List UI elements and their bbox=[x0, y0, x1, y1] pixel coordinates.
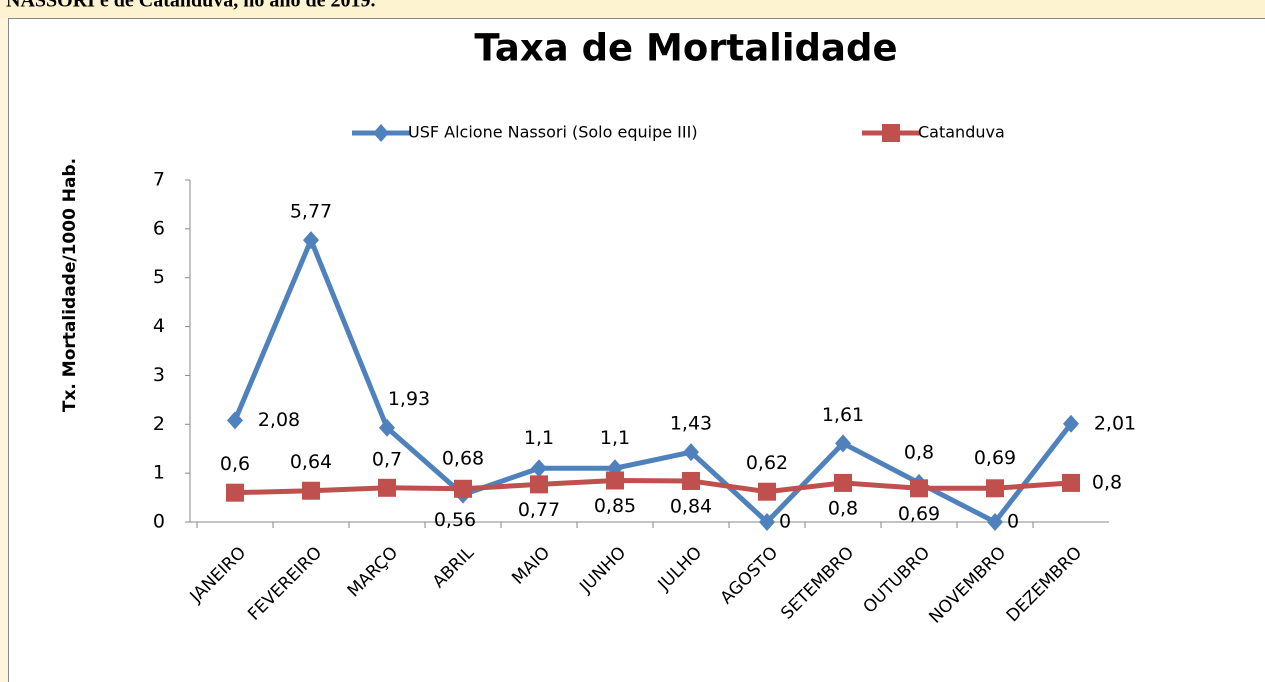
marker bbox=[1063, 414, 1079, 433]
y-tick-label: 6 bbox=[153, 217, 165, 239]
data-label: 0,84 bbox=[670, 495, 712, 517]
chart-title: Taxa de Mortalidade bbox=[474, 27, 897, 70]
legend-label: Catanduva bbox=[918, 123, 1005, 142]
data-label: 0,7 bbox=[372, 448, 402, 470]
marker bbox=[987, 513, 1003, 531]
marker bbox=[302, 481, 320, 500]
marker bbox=[986, 479, 1004, 498]
marker bbox=[1062, 473, 1080, 492]
marker bbox=[227, 411, 243, 430]
y-axis-title: Tx. Mortalidade/1000 Hab. bbox=[60, 158, 80, 412]
data-label: 0,8 bbox=[828, 497, 858, 519]
data-label: 0,64 bbox=[290, 451, 332, 473]
data-label: 1,1 bbox=[600, 427, 630, 449]
data-label: 5,77 bbox=[290, 201, 332, 223]
marker bbox=[373, 124, 389, 142]
data-label: 2,01 bbox=[1094, 412, 1136, 434]
data-label: 0,85 bbox=[594, 495, 636, 517]
data-label: 1,1 bbox=[524, 427, 554, 449]
marker bbox=[758, 482, 776, 501]
data-label: 0 bbox=[1007, 511, 1019, 533]
y-tick-label: 1 bbox=[153, 462, 165, 484]
legend-label: USF Alcione Nassori (Solo equipe III) bbox=[408, 123, 698, 142]
marker bbox=[910, 479, 928, 498]
marker bbox=[530, 475, 548, 494]
data-label: 1,61 bbox=[822, 404, 864, 426]
marker bbox=[531, 459, 547, 478]
data-label: 2,08 bbox=[258, 409, 300, 431]
chart-frame bbox=[8, 18, 1265, 682]
marker bbox=[759, 513, 775, 531]
data-label: 0,56 bbox=[434, 509, 476, 531]
data-label: 0,68 bbox=[442, 447, 484, 469]
data-label: 0 bbox=[779, 511, 791, 533]
marker bbox=[682, 471, 700, 490]
data-label: 0,69 bbox=[974, 447, 1016, 469]
data-label: 1,43 bbox=[670, 413, 712, 435]
y-tick-label: 7 bbox=[153, 169, 165, 191]
marker bbox=[378, 478, 396, 497]
data-label: 0,8 bbox=[904, 441, 934, 463]
marker bbox=[379, 418, 395, 437]
marker bbox=[226, 483, 244, 502]
y-tick-label: 4 bbox=[153, 315, 165, 337]
marker bbox=[882, 124, 900, 142]
y-tick-label: 5 bbox=[153, 266, 165, 288]
y-tick-label: 2 bbox=[153, 413, 165, 435]
marker bbox=[606, 471, 624, 490]
data-label: 1,93 bbox=[388, 388, 430, 410]
caption: NASSORI e de Catanduva, no ano de 2019. bbox=[6, 0, 376, 12]
marker bbox=[834, 473, 852, 492]
data-label: 0,77 bbox=[518, 499, 560, 521]
marker bbox=[454, 479, 472, 498]
data-label: 0,8 bbox=[1092, 471, 1122, 493]
y-tick-label: 0 bbox=[153, 511, 165, 533]
top-band bbox=[0, 0, 1265, 18]
data-label: 0,69 bbox=[898, 503, 940, 525]
y-tick-label: 3 bbox=[153, 364, 165, 386]
marker bbox=[835, 434, 851, 453]
series-line bbox=[234, 477, 1072, 496]
marker bbox=[683, 443, 699, 462]
data-label: 0,6 bbox=[220, 453, 250, 475]
marker bbox=[303, 231, 319, 250]
data-label: 0,62 bbox=[746, 452, 788, 474]
